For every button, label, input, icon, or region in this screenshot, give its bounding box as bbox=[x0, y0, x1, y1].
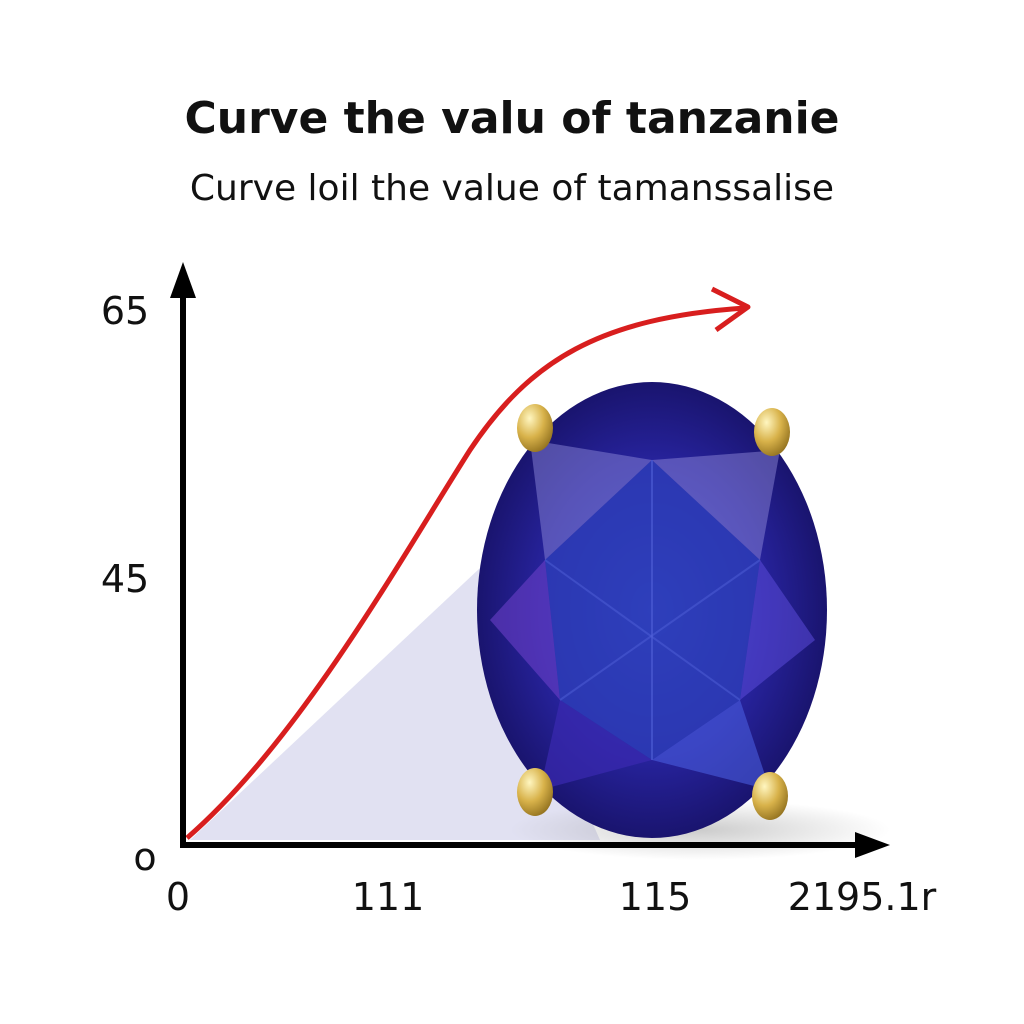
title: Curve the valu of tanzanie bbox=[184, 93, 839, 144]
y-label: 65 bbox=[101, 289, 149, 333]
x-label: 0 bbox=[166, 875, 190, 919]
axes bbox=[170, 262, 890, 858]
y-label: 45 bbox=[101, 557, 149, 601]
value-curve bbox=[185, 286, 751, 840]
tanzanite-gem bbox=[477, 382, 827, 838]
subtitle: Curve loil the value of tamanssalise bbox=[190, 168, 834, 209]
x-label: 2195.1r bbox=[788, 875, 937, 919]
x-label: 115 bbox=[619, 875, 692, 919]
x-label: 111 bbox=[352, 875, 425, 919]
gold-prongs bbox=[517, 404, 790, 820]
origin-label: o bbox=[133, 835, 156, 879]
